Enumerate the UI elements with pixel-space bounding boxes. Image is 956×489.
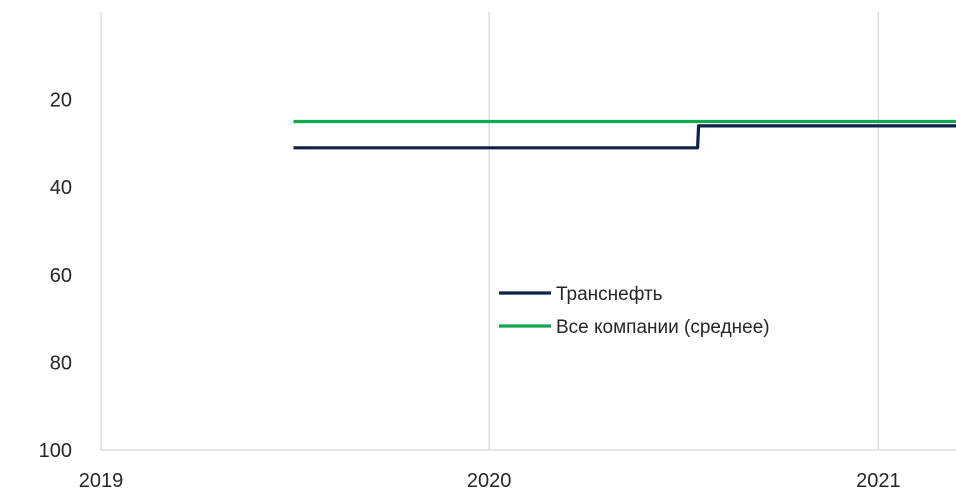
x-tick-label: 2019	[79, 470, 124, 489]
y-tick-label: 60	[50, 265, 72, 287]
y-tick-label: 40	[50, 177, 72, 199]
gridlines	[100, 12, 880, 450]
x-tick-label: 2021	[856, 470, 901, 489]
series-lines	[293, 119, 956, 150]
legend-label: Все компании (среднее)	[556, 317, 770, 338]
legend-label: Транснефть	[556, 284, 663, 305]
y-axis-ticks: 20 40 60 80 100	[39, 90, 72, 462]
x-axis-ticks: 2019 2020 2021	[79, 470, 901, 489]
y-tick-label: 20	[50, 90, 72, 112]
y-tick-label: 80	[50, 352, 72, 374]
y-tick-label: 100	[39, 440, 72, 462]
series-line	[293, 124, 956, 150]
x-tick-label: 2020	[467, 470, 512, 489]
legend: Транснефть Все компании (среднее)	[499, 284, 770, 338]
